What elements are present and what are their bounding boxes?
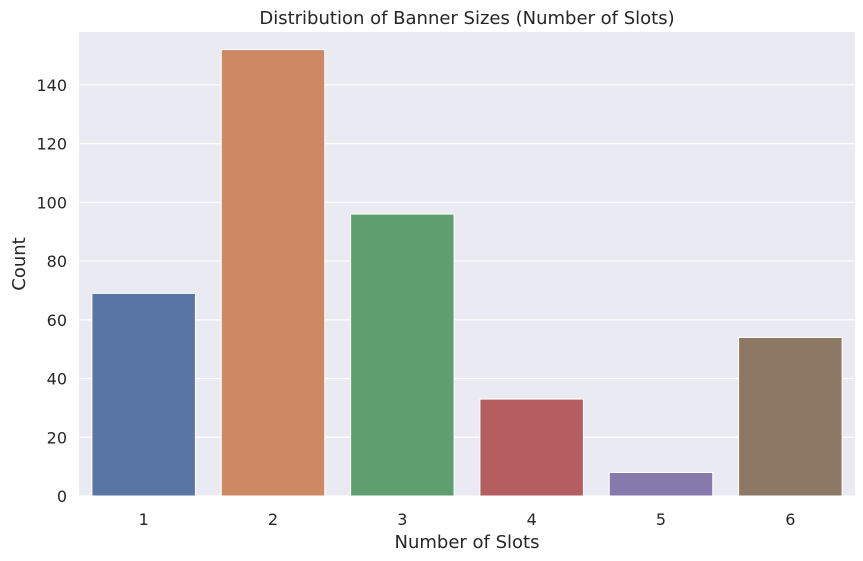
y-tick-label: 0: [57, 487, 67, 506]
x-tick-label: 2: [268, 510, 278, 529]
x-tick-label: 3: [397, 510, 407, 529]
bar-6: [738, 336, 843, 497]
x-tick-labels: 1 2 3 4 5 6: [139, 510, 796, 529]
y-tick-label: 20: [47, 428, 67, 447]
x-tick-label: 6: [785, 510, 795, 529]
bar-2: [220, 49, 326, 497]
gridlines: [79, 84, 855, 497]
y-tick-label: 60: [47, 311, 67, 330]
y-tick-labels: 0 20 40 60 80 100 120 140: [36, 76, 67, 506]
x-tick-label: 5: [656, 510, 666, 529]
bars: [91, 49, 843, 497]
x-axis-label: Number of Slots: [395, 532, 540, 553]
y-tick-label: 80: [47, 252, 67, 271]
y-tick-label: 140: [36, 76, 67, 95]
bar-4: [479, 398, 584, 497]
plot-background: [79, 32, 855, 496]
bar-5: [608, 472, 714, 497]
y-axis-label: Count: [9, 237, 30, 290]
x-tick-label: 4: [527, 510, 537, 529]
y-tick-label: 40: [47, 370, 67, 389]
y-tick-label: 120: [36, 135, 67, 154]
chart-title: Distribution of Banner Sizes (Number of …: [259, 8, 674, 29]
bar-1: [91, 292, 196, 497]
bar-3: [350, 213, 455, 497]
y-tick-label: 100: [36, 193, 67, 212]
x-tick-label: 1: [139, 510, 149, 529]
